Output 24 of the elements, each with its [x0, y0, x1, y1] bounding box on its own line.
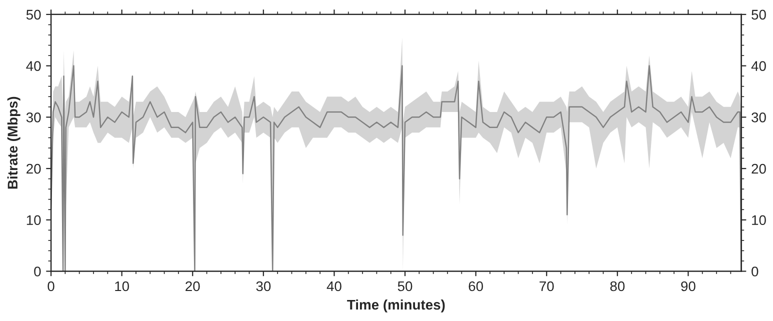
x-axis-title: Time (minutes) [347, 299, 445, 312]
x-tick-label: 60 [468, 281, 483, 292]
y-tick-label: 20 [26, 164, 41, 174]
y2-tick-label: 10 [752, 215, 766, 226]
y2-tick-label: 50 [752, 10, 766, 20]
x-tick-label: 50 [398, 281, 412, 292]
x-tick-label: 30 [256, 281, 271, 292]
x-tick-label: 80 [610, 281, 625, 292]
x-tick-label: 20 [186, 281, 200, 292]
y-axis-title: Bitrate (Mbps) [7, 96, 20, 189]
y2-tick-label: 0 [752, 266, 758, 276]
x-tick-label: 90 [681, 281, 696, 292]
x-tick-label: 70 [540, 281, 554, 292]
y-tick-label: 40 [26, 61, 41, 71]
y-tick-label: 10 [26, 215, 41, 226]
x-tick-label: 10 [115, 281, 129, 292]
y2-tick-label: 30 [752, 112, 766, 122]
y2-tick-label: 20 [752, 164, 766, 174]
x-tick-label: 0 [48, 281, 54, 292]
y-tick-label: 50 [26, 10, 41, 20]
x-tick-label: 40 [326, 281, 342, 292]
y-tick-label: 0 [34, 266, 41, 276]
y2-tick-label: 40 [751, 61, 766, 71]
y-tick-label: 30 [26, 112, 41, 122]
